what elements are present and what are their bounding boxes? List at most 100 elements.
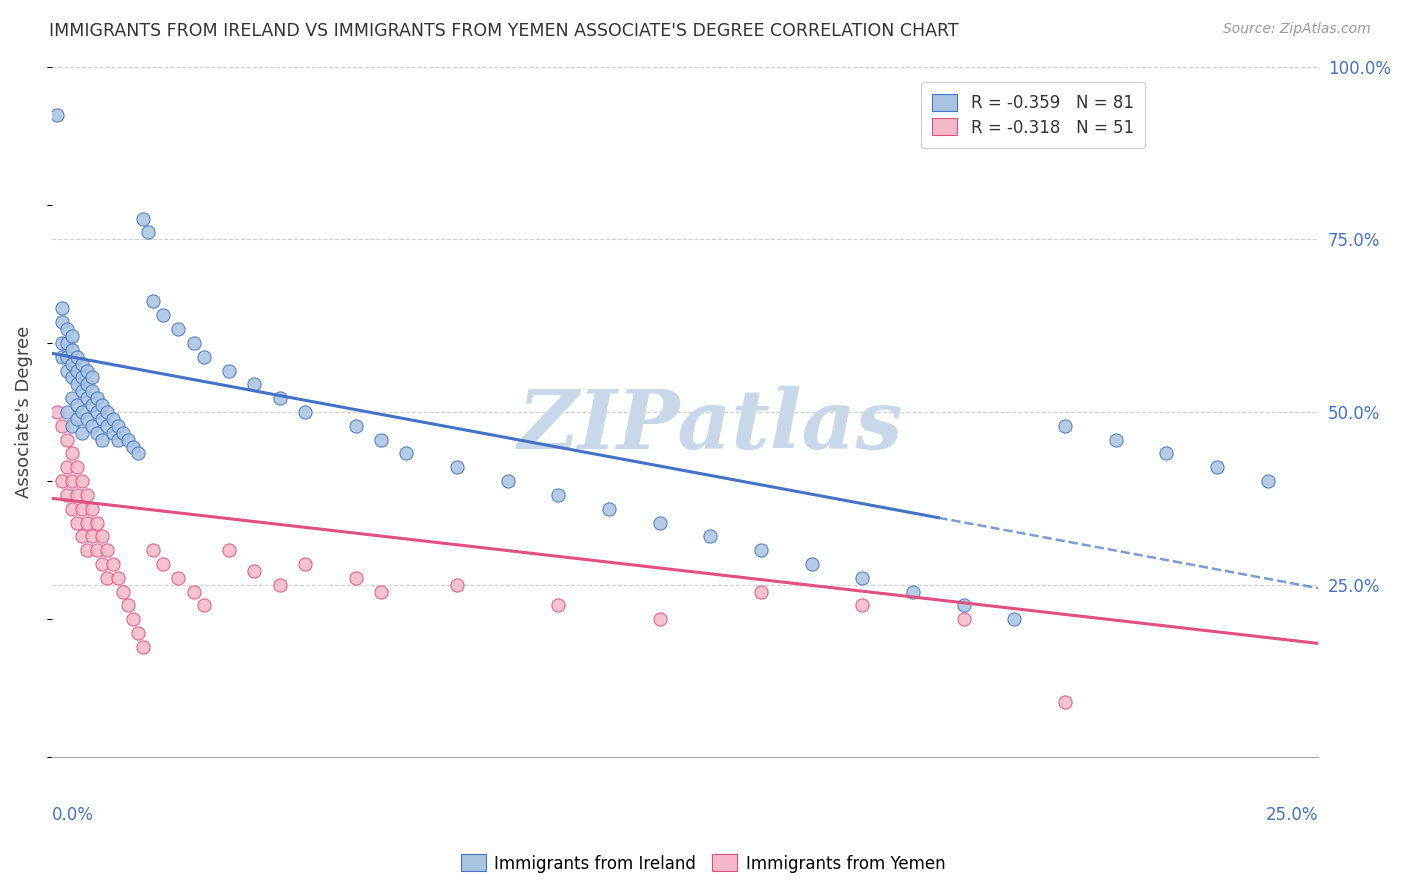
Point [70, 357, 93, 371]
Point [749, 543, 772, 558]
Point [60, 343, 83, 357]
Text: Source: ZipAtlas.com: Source: ZipAtlas.com [1223, 22, 1371, 37]
Point [70, 501, 93, 516]
Point [51, 474, 73, 488]
Point [82, 501, 104, 516]
Point [70, 405, 93, 419]
Point [496, 474, 519, 488]
Point [183, 335, 205, 350]
Point [142, 294, 165, 309]
Point [82, 398, 104, 412]
Point [294, 557, 316, 571]
Point [851, 599, 873, 613]
Point [446, 460, 468, 475]
Point [101, 557, 124, 571]
Point [183, 584, 205, 599]
Point [1104, 433, 1126, 447]
Point [446, 577, 468, 591]
Text: IMMIGRANTS FROM IRELAND VS IMMIGRANTS FROM YEMEN ASSOCIATE'S DEGREE CORRELATION : IMMIGRANTS FROM IRELAND VS IMMIGRANTS FR… [49, 22, 959, 40]
Point [91, 412, 114, 426]
Point [395, 446, 418, 460]
Point [648, 516, 671, 530]
Point [121, 612, 143, 626]
Point [547, 599, 569, 613]
Point [800, 557, 823, 571]
Y-axis label: Associate's Degree: Associate's Degree [15, 326, 32, 498]
Point [132, 211, 155, 226]
Point [56, 335, 79, 350]
Point [86, 516, 108, 530]
Point [952, 599, 974, 613]
Point [70, 384, 93, 399]
Point [56, 405, 79, 419]
Point [70, 370, 93, 384]
Point [66, 412, 89, 426]
Point [851, 571, 873, 585]
Point [101, 425, 124, 440]
Point [70, 474, 93, 488]
Point [121, 440, 143, 454]
Point [91, 398, 114, 412]
Point [152, 308, 174, 322]
Point [51, 418, 73, 433]
Point [117, 433, 139, 447]
Point [56, 322, 79, 336]
Point [547, 488, 569, 502]
Point [66, 460, 89, 475]
Point [82, 384, 104, 399]
Point [56, 488, 79, 502]
Point [86, 543, 108, 558]
Point [51, 315, 73, 329]
Point [218, 363, 240, 377]
Point [76, 543, 98, 558]
Point [193, 599, 215, 613]
Point [66, 516, 89, 530]
Point [86, 425, 108, 440]
Point [60, 501, 83, 516]
Point [66, 363, 89, 377]
Point [56, 433, 79, 447]
Point [96, 571, 118, 585]
Point [56, 460, 79, 475]
Point [136, 226, 159, 240]
Point [117, 599, 139, 613]
Point [269, 577, 291, 591]
Point [749, 584, 772, 599]
Point [127, 446, 149, 460]
Point [294, 405, 316, 419]
Point [107, 418, 129, 433]
Point [76, 516, 98, 530]
Point [167, 322, 190, 336]
Point [96, 405, 118, 419]
Point [107, 433, 129, 447]
Point [60, 370, 83, 384]
Point [56, 350, 79, 364]
Point [243, 377, 266, 392]
Point [86, 405, 108, 419]
Point [648, 612, 671, 626]
Point [76, 363, 98, 377]
Text: ZIPatlas: ZIPatlas [517, 386, 903, 466]
Point [167, 571, 190, 585]
Point [45, 108, 67, 122]
Point [344, 418, 367, 433]
Point [1206, 460, 1229, 475]
Legend: R = -0.359   N = 81, R = -0.318   N = 51: R = -0.359 N = 81, R = -0.318 N = 51 [921, 82, 1146, 148]
Text: 25.0%: 25.0% [1265, 805, 1319, 823]
Point [699, 529, 721, 543]
Point [96, 543, 118, 558]
Point [76, 488, 98, 502]
Point [70, 425, 93, 440]
Point [370, 433, 392, 447]
Point [60, 357, 83, 371]
Point [86, 391, 108, 405]
Point [60, 474, 83, 488]
Point [1257, 474, 1279, 488]
Point [218, 543, 240, 558]
Point [91, 433, 114, 447]
Point [598, 501, 620, 516]
Point [76, 377, 98, 392]
Point [60, 418, 83, 433]
Point [51, 301, 73, 316]
Point [82, 370, 104, 384]
